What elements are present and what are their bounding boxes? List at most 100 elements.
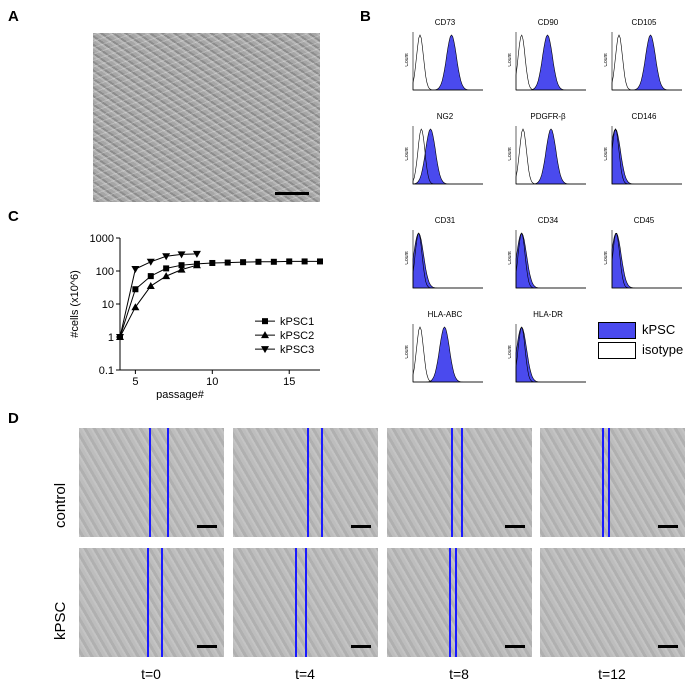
histogram-title: CD34 [537, 216, 559, 225]
data-point-kPSC3 [192, 250, 201, 258]
time-label: t=12 [598, 666, 626, 682]
data-point-kPSC1 [163, 265, 170, 272]
x-tick-label: 10 [206, 376, 218, 388]
data-point-kPSC1 [240, 259, 247, 266]
legend-marker-kPSC2 [261, 331, 269, 339]
x-tick-label: 15 [283, 376, 295, 388]
kpsc-histogram [413, 34, 483, 91]
data-point-kPSC3 [146, 258, 155, 266]
histogram-ylabel: Count [508, 251, 513, 265]
x-axis-label: passage# [156, 389, 205, 400]
histogram-title: CD146 [631, 112, 657, 121]
scratch-micrograph [233, 428, 378, 537]
data-point-kPSC1 [270, 258, 277, 265]
scratch-micrograph [387, 548, 532, 657]
time-label: t=8 [449, 666, 469, 682]
wound-edge-line [608, 428, 610, 537]
cell-culture-micrograph [93, 33, 320, 202]
scale-bar [351, 645, 371, 648]
kpsc-histogram [611, 232, 682, 289]
histogram-axes [412, 126, 483, 185]
data-point-kPSC2 [162, 272, 171, 280]
data-point-kPSC3 [116, 334, 124, 341]
y-tick-label: 0.1 [99, 365, 114, 377]
data-point-kPSC1 [286, 258, 293, 265]
row-label-control: control [52, 482, 69, 528]
histogram-title: CD45 [633, 216, 655, 225]
scale-bar [197, 525, 217, 528]
data-point-kPSC3 [162, 253, 171, 261]
wound-edge-line [167, 428, 169, 537]
flow-histogram: Count [405, 32, 483, 91]
scratch-micrograph [233, 548, 378, 657]
kpsc-histogram [612, 34, 682, 91]
histogram-ylabel: Count [508, 53, 513, 67]
data-point-kPSC1 [301, 258, 308, 265]
scratch-micrograph [79, 548, 224, 657]
legend-label-kPSC1: kPSC1 [280, 316, 314, 328]
scale-bar [505, 525, 525, 528]
histogram-axes [515, 32, 586, 91]
flow-histogram: Count [508, 32, 586, 91]
scale-bar [275, 192, 309, 195]
wound-edge-line [321, 428, 323, 537]
data-point-kPSC2 [192, 261, 201, 269]
scale-bar [197, 645, 217, 648]
growth-curve-chart: 0.1 1 10 100 1000 5 10 15 passage# #cells (x10^6)… [69, 233, 323, 400]
x-tick-label: 5 [132, 376, 138, 388]
legend-label-kPSC3: kPSC3 [280, 344, 314, 356]
legend-swatch-kpsc [598, 322, 636, 339]
legend-label-isotype: isotype [642, 342, 684, 357]
scratch-micrograph [79, 428, 224, 537]
scratch-micrograph [387, 428, 532, 537]
data-point-kPSC2 [177, 265, 186, 273]
histogram-axes [515, 230, 586, 289]
panel-label-b: B [360, 8, 371, 25]
data-point-kPSC3 [131, 265, 140, 273]
data-point-kPSC1 [224, 259, 231, 266]
y-tick-label: 1000 [90, 233, 114, 245]
flow-histogram: Count [405, 126, 483, 185]
histogram-title: CD73 [434, 18, 456, 27]
wound-edge-line [455, 548, 457, 657]
data-point-kPSC1 [178, 262, 185, 269]
kpsc-histogram [516, 128, 586, 185]
wound-edge-line [161, 548, 163, 657]
time-label: t=0 [141, 666, 161, 682]
histogram-ylabel: Count [405, 345, 410, 359]
data-point-kPSC1 [147, 273, 154, 280]
data-point-kPSC1 [255, 258, 262, 265]
panel-label-d: D [8, 410, 19, 427]
wound-edge-line [449, 548, 451, 657]
series-line-kPSC3 [119, 253, 197, 338]
legend-swatch-isotype [598, 342, 636, 359]
scratch-micrograph [540, 428, 685, 537]
flow-histogram: Count [508, 230, 586, 289]
histogram-axes [611, 230, 682, 289]
data-point-kPSC1 [317, 258, 323, 265]
flow-histogram: Count [405, 230, 483, 289]
histogram-title: HLA-DR [533, 310, 563, 319]
y-tick-label: 10 [102, 299, 114, 311]
histogram-axes [611, 32, 682, 91]
legend-marker-kPSC1 [262, 318, 268, 325]
flow-histogram: Count [405, 324, 483, 383]
y-tick-label: 100 [96, 266, 114, 278]
wound-edge-line [147, 548, 149, 657]
legend-label-kPSC2: kPSC2 [280, 330, 314, 342]
wound-edge-line [305, 548, 307, 657]
histogram-title: HLA-ABC [427, 310, 463, 319]
row-label-kPSC: kPSC [52, 601, 69, 640]
isotype-histogram [611, 128, 682, 185]
legend-marker-kPSC3 [261, 346, 269, 354]
series-line-kPSC2 [119, 264, 198, 338]
y-tick-label: 1 [108, 332, 114, 344]
flow-histogram: Count [604, 230, 682, 289]
histogram-title: PDGFR-β [530, 112, 566, 121]
wound-edge-line [295, 548, 297, 657]
histogram-axes [611, 126, 682, 185]
data-point-kPSC1 [209, 259, 216, 266]
histogram-ylabel: Count [508, 147, 513, 161]
kpsc-histogram [515, 232, 586, 289]
kpsc-histogram [515, 326, 586, 383]
